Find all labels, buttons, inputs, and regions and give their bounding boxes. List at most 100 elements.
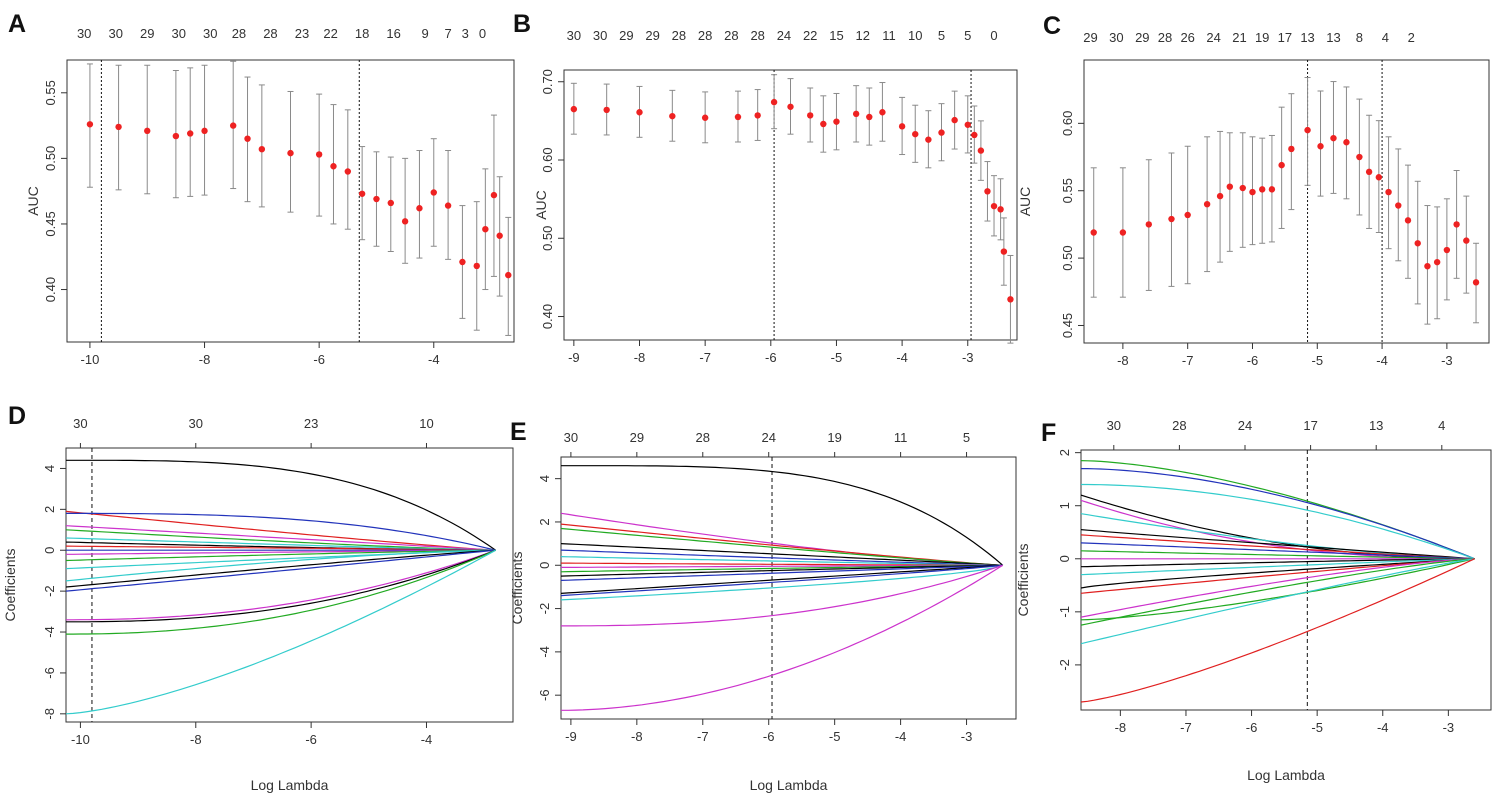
- panel-d-coefficient-path: [66, 537, 496, 551]
- panel-b-top-label: 29: [645, 28, 659, 43]
- panel-d-top-label: 10: [419, 416, 433, 431]
- panel-b-top-label: 15: [829, 28, 843, 43]
- panel-a-auc-point: [373, 195, 380, 203]
- panel-d-x-tick-label: -6: [305, 732, 317, 747]
- panel-f-coefficient-path: [1081, 529, 1475, 560]
- panel-a-top-label: 16: [386, 26, 400, 41]
- panel-f-coefficient-path: [1081, 558, 1475, 618]
- panel-b-auc-point: [806, 112, 814, 119]
- panel-b-auc-point: [971, 131, 978, 139]
- panel-a-auc-point: [229, 122, 237, 129]
- panel-a-auc-point: [459, 258, 466, 266]
- panel-b-top-label: 12: [855, 28, 869, 43]
- panel-c-auc-point: [1119, 229, 1127, 236]
- panel-b-auc-point: [984, 188, 991, 195]
- panel-e-coefficient-path: [561, 564, 1004, 711]
- panel-d-y-tick-label: -4: [42, 626, 57, 638]
- panel-b-auc-point: [997, 206, 1004, 213]
- panel-d-coefficient-path: [66, 549, 496, 635]
- panel-e-x-tick-label: -6: [763, 729, 775, 744]
- panel-a-y-tick-label: 0.40: [43, 277, 58, 302]
- panel-b-top-label: 24: [777, 28, 791, 43]
- panel-f-coefficient-path: [1081, 558, 1475, 594]
- panel-c-auc-point: [1226, 183, 1234, 190]
- panel-c-auc-point: [1216, 192, 1224, 200]
- panel-f-x-tick-label: -8: [1115, 720, 1127, 735]
- panel-b-x-tick-label: -5: [831, 350, 843, 365]
- panel-a-letter: A: [8, 10, 26, 38]
- panel-f-y-tick-label: 2: [1057, 449, 1072, 456]
- panel-f-coefficient-path: [1081, 558, 1475, 576]
- panel-b-top-label: 5: [964, 28, 971, 43]
- panel-a-auc-point: [482, 226, 489, 233]
- panel-b-top-label: 28: [750, 28, 764, 43]
- panel-c-top-label: 30: [1109, 30, 1123, 45]
- panel-d-coefficient-path: [66, 549, 496, 555]
- panel-a-top-label: 30: [108, 26, 122, 41]
- panel-a-top-label: 9: [422, 26, 429, 41]
- panel-f: F -8 -7 -6 -5 -4 -3 -2 -1 0 1 2 30 28 24 17 13 4 Coefficie…: [1015, 418, 1492, 783]
- panel-e-top-label: 19: [827, 430, 841, 445]
- panel-a-auc-point: [86, 121, 94, 128]
- panel-f-top-label: 4: [1438, 418, 1445, 433]
- panel-c-auc-point: [1356, 153, 1363, 161]
- panel-d-coefficient-path: [66, 549, 496, 623]
- panel-b-x-tick-label: -4: [896, 350, 908, 365]
- panel-b-auc-point: [820, 120, 827, 128]
- panel-c-x-tick-label: -7: [1182, 353, 1194, 368]
- panel-c-top-label: 24: [1206, 30, 1220, 45]
- panel-d-coefficient-path: [66, 512, 496, 551]
- panel-a-auc-point: [505, 271, 512, 279]
- panel-a-auc-point: [387, 199, 394, 207]
- panel-b-auc-point: [866, 113, 873, 121]
- panel-f-coefficient-path: [1081, 558, 1475, 645]
- panel-f-x-tick-label: -3: [1443, 720, 1455, 735]
- panel-b-top-label: 28: [724, 28, 738, 43]
- panel-b-auc-point: [669, 112, 676, 120]
- panel-c-top-label: 19: [1255, 30, 1269, 45]
- panel-a-top-label: 18: [355, 26, 369, 41]
- panel-a-top-label: 29: [140, 26, 154, 41]
- panel-a-auc-point: [287, 149, 294, 157]
- panel-b-auc-point: [754, 112, 761, 119]
- panel-c-top-label: 4: [1382, 30, 1389, 45]
- panel-b-x-tick-label: -9: [568, 350, 580, 365]
- panel-c-auc-point: [1330, 134, 1337, 142]
- panel-c-auc-point: [1168, 215, 1175, 223]
- panel-a-top-label: 23: [295, 26, 309, 41]
- panel-a-auc-point: [490, 191, 498, 199]
- panel-d-coefficient-path: [66, 549, 496, 562]
- panel-b-auc-point: [734, 113, 742, 121]
- panel-b-auc-point: [1000, 248, 1008, 255]
- panel-c-top-label: 17: [1278, 30, 1292, 45]
- panel-b-auc-point: [852, 110, 860, 118]
- panel-b-top-label: 22: [803, 28, 817, 43]
- panel-c-auc-point: [1249, 188, 1256, 196]
- panel-e-coefficient-path: [561, 564, 1003, 581]
- panel-b-auc-point: [951, 116, 958, 124]
- panel-a-y-tick-label: 0.45: [43, 211, 58, 236]
- panel-d-coefficient-path: [66, 525, 496, 551]
- panel-b-letter: B: [513, 10, 531, 38]
- panel-d-x-tick-label: -10: [71, 732, 90, 747]
- panel-e-y-tick-label: 2: [537, 518, 552, 525]
- panel-a-top-label: 28: [232, 26, 246, 41]
- panel-a-auc-point: [430, 189, 437, 196]
- panel-f-x-tick-label: -5: [1311, 720, 1323, 735]
- panel-b-auc-point: [833, 118, 840, 125]
- panel-d-frame: [65, 447, 514, 723]
- panel-c-top-label: 29: [1083, 30, 1097, 45]
- panel-b-top-label: 29: [619, 28, 633, 43]
- panel-a-auc-point: [144, 127, 151, 135]
- panel-a-auc-point: [244, 135, 251, 142]
- panel-c-x-tick-label: -6: [1247, 353, 1259, 368]
- panel-c-auc-point: [1317, 143, 1324, 150]
- panel-b-auc-point: [912, 130, 919, 138]
- panel-e-y-tick-label: 4: [537, 475, 552, 482]
- panel-c-auc-point: [1395, 202, 1402, 209]
- panel-e-y-axis-label: Coefficients: [509, 552, 525, 625]
- panel-f-top-label: 28: [1172, 418, 1186, 433]
- panel-a-auc-point: [358, 190, 366, 197]
- panel-c-top-label: 26: [1180, 30, 1194, 45]
